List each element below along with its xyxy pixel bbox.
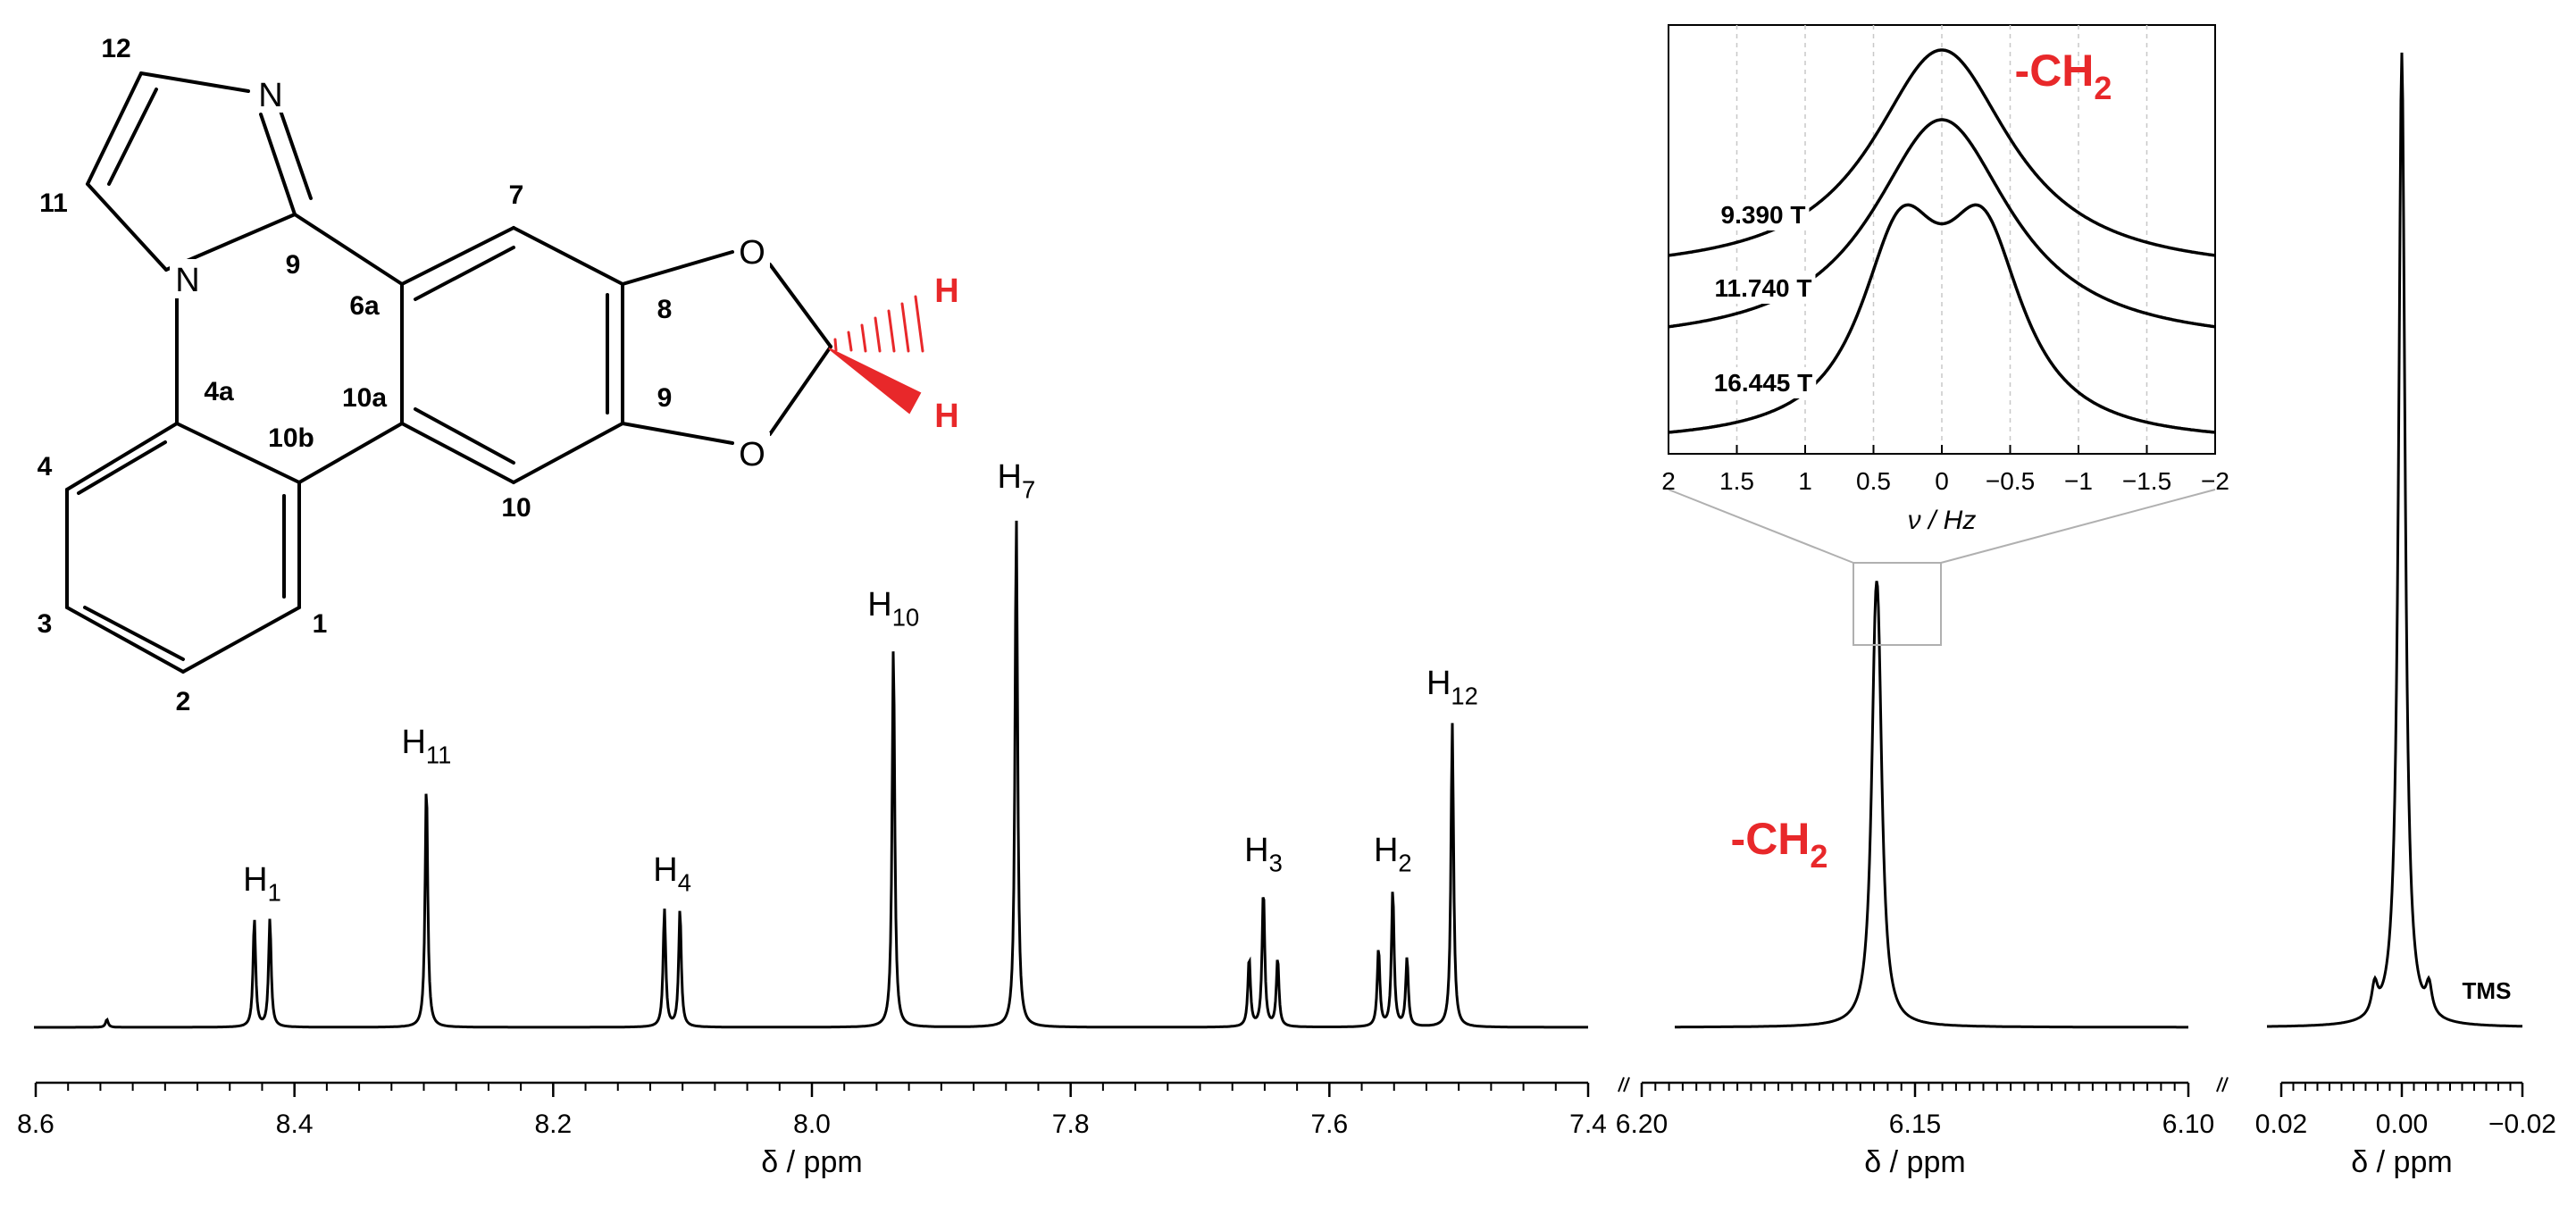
inset-x-tick-label: 1.5 — [1719, 467, 1754, 495]
x-tick-label: 7.6 — [1310, 1110, 1348, 1139]
peak-label-h11: H11 — [401, 724, 451, 768]
inset-x-tick-label: 0.5 — [1856, 467, 1891, 495]
inset-x-tick-label: −2 — [2201, 467, 2229, 495]
x-tick-label: 6.10 — [2162, 1110, 2214, 1139]
inset-x-tick-label: 1 — [1798, 467, 1812, 495]
atom-number-11: 11 — [39, 188, 68, 218]
spectrum-trace-methylene — [1675, 581, 2188, 1029]
atom-n-top: N — [258, 77, 282, 114]
atom-number-10b: 10b — [268, 423, 314, 453]
inset-label-backing — [1710, 367, 1817, 398]
spectrum-trace-aromatic — [34, 520, 1588, 1029]
axis-breaks — [1618, 1076, 2229, 1093]
atom-number-12: 12 — [101, 34, 130, 63]
peak-label-h7: H7 — [998, 458, 1036, 503]
inset-series-label: 9.390 T — [1721, 201, 1806, 229]
peak-label-h2: H2 — [1374, 832, 1412, 876]
methylene-panel: 6.20 6.15 6.10 δ / ppm -CH2 — [1616, 581, 2214, 1179]
atom-number-2: 2 — [176, 687, 191, 716]
atom-number-1: 1 — [313, 609, 328, 639]
x-axis-title: δ / ppm — [761, 1145, 862, 1179]
atom-number-10a: 10a — [342, 383, 387, 413]
x-axis-title: δ / ppm — [1864, 1145, 1965, 1179]
x-tick-label: 7.4 — [1569, 1110, 1607, 1139]
atom-number-8: 8 — [657, 295, 673, 324]
atom-number-10: 10 — [501, 493, 531, 523]
aromatic-panel: 8.6 8.4 8.2 8.0 7.8 7.6 7.4 δ / ppm H1 H11 H4 H10 H7… — [17, 458, 1607, 1179]
inset-title: -CH2 — [2015, 46, 2112, 106]
atom-numbers: 12 11 9 6a 7 8 9 10 10a 10b 4a 4 3 2 1 — [38, 34, 673, 716]
x-tick-label: 6.20 — [1616, 1110, 1668, 1139]
atom-number-6a: 6a — [349, 291, 380, 321]
inset-x-tick-label: 0 — [1935, 467, 1949, 495]
inset-x-tick-label: −1.5 — [2122, 467, 2171, 495]
x-tick-label: −0.02 — [2488, 1110, 2556, 1139]
inset-x-axis-title: ν / Hz — [1908, 506, 1977, 535]
x-axis-title: δ / ppm — [2351, 1145, 2452, 1179]
atom-number-4a: 4a — [204, 377, 234, 406]
atom-o-bottom: O — [739, 436, 765, 473]
inset-x-tick-label: 2 — [1661, 467, 1676, 495]
x-tick-label: 8.2 — [534, 1110, 572, 1139]
inset-chart: 2 1.5 1 0.5 0 −0.5 −1 −1.5 −2 ν / Hz -CH2 9.390 T 11… — [1661, 24, 2229, 535]
atom-symbols: N N O O H H — [170, 73, 959, 473]
inset-series-label: 16.445 T — [1714, 369, 1813, 397]
inset-label-backing — [1710, 272, 1816, 304]
peak-label-h10: H10 — [867, 586, 919, 631]
atom-number-7: 7 — [509, 180, 524, 210]
peak-label-ch2: -CH2 — [1731, 814, 1828, 875]
peak-label-h3: H3 — [1244, 832, 1283, 876]
zoom-indicator — [1668, 489, 2216, 646]
atom-h-bottom: H — [934, 398, 958, 435]
inset-x-tick-label: −0.5 — [1986, 467, 2035, 495]
atom-number-4: 4 — [38, 452, 53, 482]
spectrum-trace-tms — [2267, 52, 2522, 1028]
peak-label-h4: H4 — [653, 851, 691, 896]
atom-n-left: N — [175, 262, 199, 299]
atom-number-3: 3 — [38, 609, 53, 639]
x-tick-label: 7.8 — [1052, 1110, 1090, 1139]
peak-label-h1: H1 — [243, 861, 281, 906]
peak-label-tms: TMS — [2463, 977, 2512, 1004]
inset-trace — [1668, 118, 2216, 329]
x-tick-label: 0.00 — [2376, 1110, 2428, 1139]
molecule-structure — [65, 71, 924, 674]
x-tick-label: 8.0 — [793, 1110, 831, 1139]
inset-x-tick-label: −1 — [2064, 467, 2093, 495]
atom-number-9-imid: 9 — [286, 250, 301, 280]
inset-label-backing — [1717, 199, 1810, 230]
atom-h-top: H — [934, 272, 958, 310]
inset-series-label: 11.740 T — [1715, 274, 1812, 302]
peak-label-h12: H12 — [1426, 665, 1478, 709]
x-tick-label: 8.4 — [276, 1110, 314, 1139]
inset-trace — [1668, 203, 2216, 434]
x-tick-label: 0.02 — [2255, 1110, 2307, 1139]
reference-panel: 0.02 0.00 −0.02 δ / ppm TMS — [2255, 52, 2556, 1179]
atom-number-9: 9 — [657, 383, 673, 413]
atom-o-top: O — [739, 234, 765, 272]
inset-trace — [1668, 48, 2216, 257]
x-tick-label: 8.6 — [17, 1110, 54, 1139]
x-tick-label: 6.15 — [1889, 1110, 1941, 1139]
